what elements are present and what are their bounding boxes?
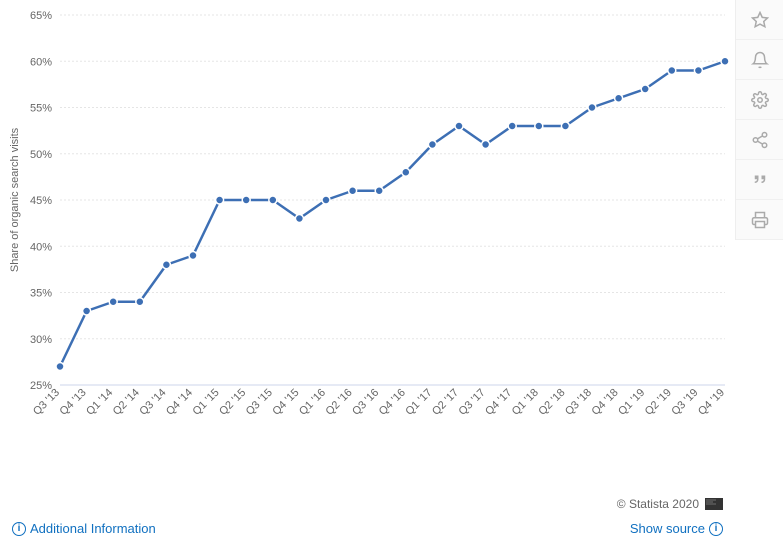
line-chart-svg: 25%30%35%40%45%50%55%60%65%Q3 '13Q4 '13Q… — [0, 0, 735, 470]
svg-text:Q4 '19: Q4 '19 — [696, 387, 727, 418]
additional-info-label: Additional Information — [30, 521, 156, 536]
svg-text:Q4 '17: Q4 '17 — [483, 387, 514, 418]
svg-text:60%: 60% — [30, 56, 52, 68]
chart-footer: © Statista 2020 i Additional Information… — [0, 489, 735, 544]
svg-text:Q1 '15: Q1 '15 — [191, 387, 222, 418]
svg-text:40%: 40% — [30, 241, 52, 253]
bell-icon[interactable] — [736, 40, 783, 80]
svg-text:Q3 '16: Q3 '16 — [350, 387, 381, 418]
svg-text:Q2 '19: Q2 '19 — [643, 387, 674, 418]
svg-text:Q2 '15: Q2 '15 — [217, 387, 248, 418]
info-icon: i — [12, 522, 26, 536]
svg-text:Q2 '18: Q2 '18 — [536, 387, 567, 418]
chart-container: 25%30%35%40%45%50%55%60%65%Q3 '13Q4 '13Q… — [0, 0, 735, 544]
svg-text:Q4 '13: Q4 '13 — [58, 387, 89, 418]
flag-icon — [705, 498, 723, 510]
svg-text:Q4 '15: Q4 '15 — [270, 387, 301, 418]
svg-text:Share of organic search visits: Share of organic search visits — [9, 127, 21, 272]
svg-text:45%: 45% — [30, 195, 52, 207]
svg-text:30%: 30% — [30, 334, 52, 346]
footer-links: i Additional Information Show source i — [12, 521, 723, 536]
side-toolbar — [735, 0, 783, 240]
svg-text:50%: 50% — [30, 149, 52, 161]
svg-text:Q1 '16: Q1 '16 — [297, 387, 328, 418]
svg-text:Q2 '14: Q2 '14 — [111, 387, 142, 418]
share-icon[interactable] — [736, 120, 783, 160]
additional-info-link[interactable]: i Additional Information — [12, 521, 156, 536]
svg-text:Q1 '14: Q1 '14 — [84, 387, 115, 418]
svg-text:Q3 '15: Q3 '15 — [244, 387, 275, 418]
svg-text:Q2 '17: Q2 '17 — [430, 387, 461, 418]
svg-text:Q3 '17: Q3 '17 — [457, 387, 488, 418]
svg-text:Q3 '14: Q3 '14 — [137, 387, 168, 418]
svg-text:Q2 '16: Q2 '16 — [324, 387, 355, 418]
svg-text:Q1 '18: Q1 '18 — [510, 387, 541, 418]
svg-text:Q3 '18: Q3 '18 — [563, 387, 594, 418]
svg-text:Q4 '16: Q4 '16 — [377, 387, 408, 418]
svg-text:Q1 '17: Q1 '17 — [403, 387, 434, 418]
svg-text:35%: 35% — [30, 288, 52, 300]
svg-text:Q4 '18: Q4 '18 — [590, 387, 621, 418]
quote-icon[interactable] — [736, 160, 783, 200]
show-source-link[interactable]: Show source i — [630, 521, 723, 536]
svg-text:Q4 '14: Q4 '14 — [164, 387, 195, 418]
svg-text:55%: 55% — [30, 103, 52, 115]
copyright-text: © Statista 2020 — [617, 497, 699, 511]
copyright-row: © Statista 2020 — [12, 497, 723, 511]
svg-text:65%: 65% — [30, 10, 52, 22]
show-source-label: Show source — [630, 521, 705, 536]
star-icon[interactable] — [736, 0, 783, 40]
print-icon[interactable] — [736, 200, 783, 240]
gear-icon[interactable] — [736, 80, 783, 120]
svg-text:Q1 '19: Q1 '19 — [616, 387, 647, 418]
svg-text:Q3 '19: Q3 '19 — [669, 387, 700, 418]
info-icon: i — [709, 522, 723, 536]
chart-area: 25%30%35%40%45%50%55%60%65%Q3 '13Q4 '13Q… — [0, 0, 735, 470]
